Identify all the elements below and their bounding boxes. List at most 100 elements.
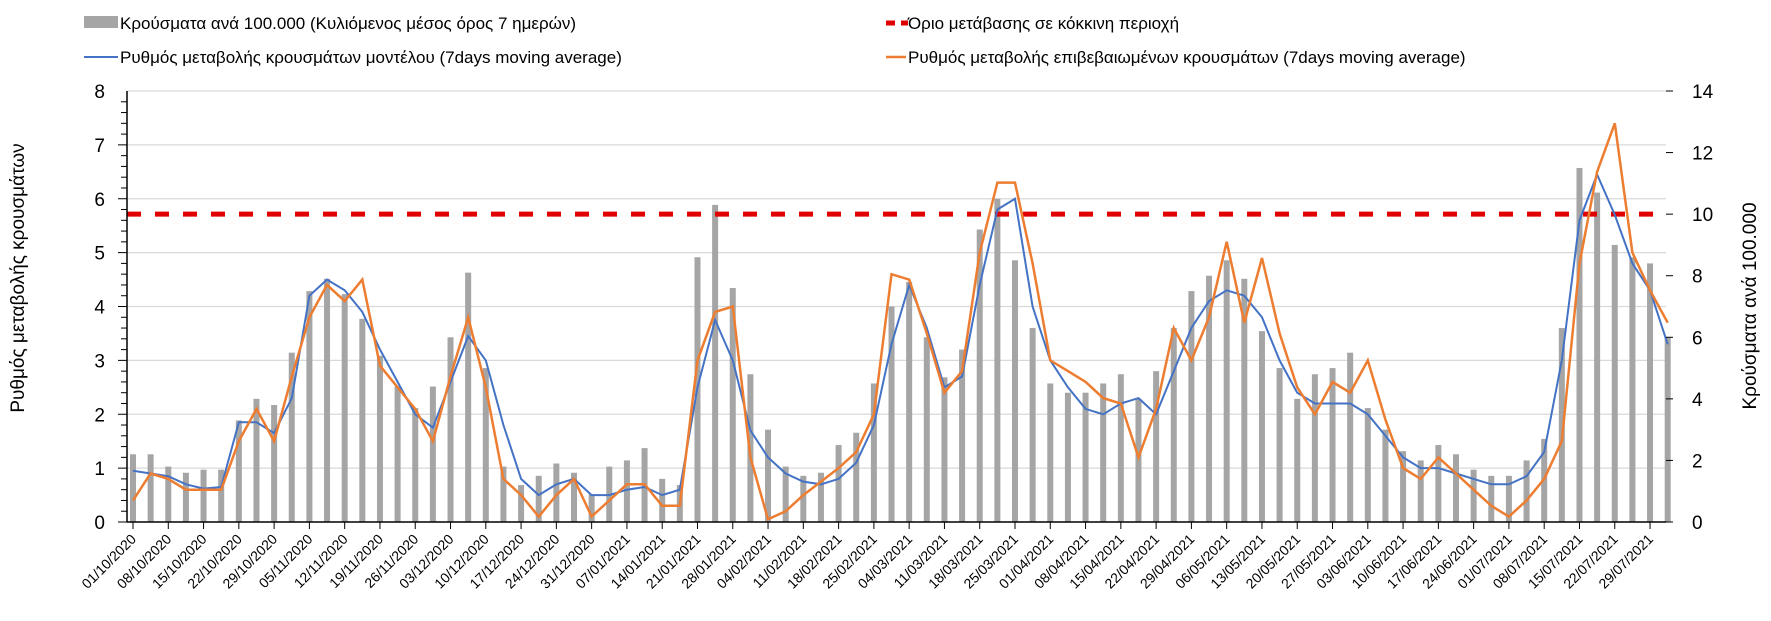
axes [118, 90, 1673, 529]
right-y-tick-label: 0 [1692, 513, 1703, 534]
bar [571, 472, 577, 522]
bar [482, 368, 489, 522]
bar [1364, 408, 1371, 522]
left-y-tick-label: 0 [94, 513, 105, 534]
bar [429, 386, 436, 522]
bar [835, 445, 842, 522]
right-axis-title: Κρούσματα ανά 100.000 [1740, 202, 1761, 409]
bar [1311, 374, 1318, 522]
bar [976, 229, 983, 523]
bar [588, 494, 595, 522]
right-y-tick-label: 6 [1692, 328, 1703, 349]
bar [130, 454, 136, 522]
bar [1594, 192, 1601, 523]
bar [341, 294, 348, 522]
bar [1382, 429, 1389, 522]
bar [1470, 469, 1477, 522]
bar [1188, 291, 1195, 522]
bar [1417, 460, 1424, 522]
bar [1347, 352, 1354, 522]
bar [1523, 460, 1530, 522]
bar [870, 383, 877, 522]
bar [465, 272, 472, 522]
bar [1629, 257, 1636, 522]
bar [712, 204, 719, 522]
bar [147, 454, 154, 522]
bar [765, 429, 772, 522]
bar [306, 291, 313, 522]
bar [1664, 337, 1671, 522]
bar [1435, 445, 1442, 522]
bar [1558, 328, 1565, 522]
left-y-tick-label: 1 [94, 459, 105, 480]
bar [659, 478, 666, 522]
bar [1012, 260, 1018, 522]
bar [959, 349, 966, 522]
bar [800, 475, 807, 522]
left-y-tick-label: 2 [94, 405, 105, 426]
bar [1100, 383, 1107, 522]
bar [271, 405, 278, 522]
bar [182, 472, 189, 522]
legend-bars-swatch [84, 16, 118, 28]
bar [324, 278, 331, 522]
bar [535, 475, 542, 522]
bar [359, 318, 366, 522]
left-y-tick-labels: 0 1 2 3 4 5 6 7 8 [94, 82, 105, 534]
bar [1611, 244, 1618, 522]
bar [376, 355, 383, 522]
legend-bars-label: Κρούσματα ανά 100.000 (Κυλιόμενος μέσος … [120, 14, 576, 33]
bar [1294, 398, 1301, 522]
bar [1117, 374, 1124, 522]
bar [1241, 278, 1248, 522]
bar [1170, 328, 1177, 522]
bar [1276, 368, 1283, 522]
bar [923, 337, 930, 522]
bar [1206, 275, 1213, 522]
bar [782, 466, 789, 522]
bar [1505, 475, 1512, 522]
bar [1047, 383, 1054, 522]
right-y-tick-label: 12 [1692, 144, 1713, 165]
bar [994, 198, 1001, 522]
bar-series [130, 167, 1671, 523]
right-y-tick-label: 4 [1692, 390, 1703, 411]
right-y-tick-label: 10 [1692, 205, 1713, 226]
legend: Κρούσματα ανά 100.000 (Κυλιόμενος μέσος … [84, 14, 1466, 67]
bar [165, 466, 172, 522]
legend-threshold-label: Όριο μετάβασης σε κόκκινη περιοχή [907, 14, 1179, 33]
gridlines [127, 90, 1666, 469]
bar [1258, 331, 1265, 522]
bar [200, 469, 207, 522]
bar [288, 352, 295, 522]
bar [218, 469, 225, 522]
bar [447, 337, 454, 522]
left-y-tick-label: 5 [94, 244, 105, 265]
bar [412, 408, 419, 522]
bar [235, 420, 242, 522]
bar [1082, 392, 1089, 522]
bar [1223, 260, 1230, 522]
left-y-tick-label: 8 [94, 82, 105, 103]
bar [729, 288, 736, 522]
bar [553, 463, 560, 522]
bar [888, 306, 895, 522]
right-y-tick-labels: 0 2 4 6 8 10 12 14 [1692, 82, 1714, 534]
legend-confirmed-label: Ρυθμός μεταβολής επιβεβαιωμένων κρουσμάτ… [908, 48, 1466, 67]
bar [1329, 368, 1336, 522]
left-y-tick-label: 7 [94, 136, 105, 157]
right-y-tick-label: 2 [1692, 451, 1703, 472]
bar [1029, 328, 1036, 522]
bar [941, 377, 948, 522]
bar [1647, 263, 1654, 522]
bar [253, 398, 260, 522]
left-y-tick-label: 3 [94, 351, 105, 372]
bar [394, 386, 401, 522]
bar [500, 466, 507, 522]
bar [853, 432, 860, 522]
right-y-tick-label: 8 [1692, 267, 1703, 288]
left-y-tick-label: 4 [94, 298, 105, 319]
bar [817, 472, 824, 522]
legend-model-label: Ρυθμός μεταβολής κρουσμάτων μοντέλου (7d… [120, 48, 622, 67]
